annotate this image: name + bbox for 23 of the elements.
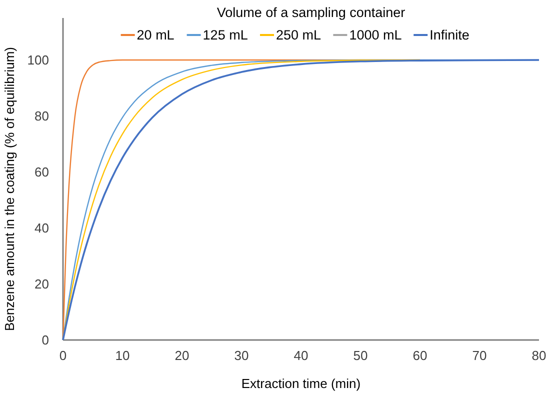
y-tick-label: 20 [34,276,49,292]
legend-label: 1000 mL [349,28,402,43]
legend-label: 250 mL [276,28,322,43]
x-tick-label: 20 [174,348,190,363]
x-tick-label: 80 [532,348,546,363]
x-tick-label: 40 [294,348,308,363]
x-tick-label: 30 [234,348,249,363]
x-tick-label: 10 [115,348,130,363]
x-tick-label: 50 [353,348,368,363]
x-tick-label: 70 [472,348,487,363]
legend-title: Volume of a sampling container [216,5,406,20]
y-tick-label: 0 [42,332,49,348]
y-tick-label: 60 [34,164,49,180]
x-tick-label: 60 [412,348,428,363]
legend-label: Infinite [430,28,470,43]
y-axis-title: Benzene amount in the coating (% of equilibrium) [2,47,17,331]
x-tick-label: 0 [59,348,67,363]
y-tick-label: 80 [34,108,49,124]
y-tick-label: 100 [27,52,49,68]
x-axis-title: Extraction time (min) [241,376,361,391]
legend-label: 125 mL [202,28,248,43]
y-tick-label: 40 [34,220,49,236]
legend-label: 20 mL [136,28,175,43]
